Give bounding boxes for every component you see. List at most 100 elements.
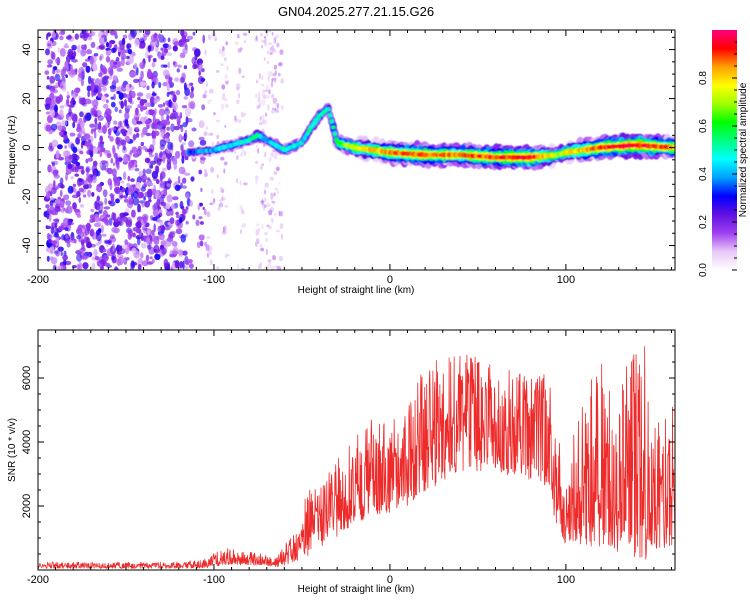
noise-blob: [162, 43, 169, 49]
noise-blob: [50, 256, 54, 261]
noise-blob: [86, 112, 92, 121]
stripe-blob: [271, 192, 274, 199]
noise-blob: [189, 100, 196, 110]
noise-blob: [86, 143, 94, 151]
noise-blob: [102, 85, 107, 92]
noise-blob: [57, 145, 61, 149]
stripe-blob: [268, 209, 273, 216]
noise-blob: [87, 75, 92, 85]
noise-blob: [104, 36, 107, 43]
noise-blob: [86, 242, 93, 249]
noise-blob: [81, 254, 88, 260]
noise-blob: [138, 171, 143, 176]
stripe-blob: [259, 116, 262, 121]
noise-blob: [202, 34, 205, 44]
noise-blob: [174, 184, 181, 192]
noise-blob: [179, 217, 183, 224]
noise-blob: [125, 220, 133, 228]
noise-blob: [136, 237, 141, 246]
noise-blob: [157, 104, 164, 108]
noise-blob: [84, 132, 87, 137]
noise-blob: [45, 111, 51, 115]
noise-blob: [87, 90, 91, 98]
stripe-blob: [203, 131, 208, 137]
noise-blob: [144, 102, 152, 108]
noise-blob: [68, 218, 74, 223]
noise-blob: [186, 118, 193, 123]
stripe-blob: [264, 112, 268, 117]
stripe-blob: [264, 266, 267, 269]
noise-blob: [48, 213, 52, 222]
noise-blob: [93, 130, 97, 139]
spectrogram-noise: [43, 30, 285, 270]
noise-blob: [65, 74, 68, 78]
noise-blob: [184, 172, 191, 176]
noise-blob: [181, 41, 188, 48]
noise-blob: [110, 158, 114, 164]
noise-blob: [179, 112, 183, 118]
noise-blob: [181, 142, 186, 146]
noise-blob: [161, 247, 167, 255]
noise-blob: [60, 251, 63, 256]
snr-series: [38, 346, 675, 569]
noise-blob: [73, 208, 81, 213]
noise-blob: [143, 215, 148, 224]
noise-blob: [100, 224, 104, 234]
noise-blob: [122, 34, 128, 39]
stripe-blob: [238, 67, 242, 75]
noise-blob: [185, 193, 190, 199]
stripe-blob: [263, 207, 266, 211]
noise-blob: [54, 231, 59, 238]
noise-blob: [76, 235, 81, 240]
noise-blob: [76, 264, 80, 270]
noise-blob: [96, 170, 101, 177]
noise-blob: [132, 232, 136, 238]
noise-blob: [82, 62, 88, 68]
noise-blob: [116, 177, 121, 187]
stripe-blob: [224, 74, 228, 79]
noise-blob: [157, 225, 161, 233]
stripe-blob: [208, 133, 213, 137]
noise-blob: [146, 85, 150, 91]
noise-blob: [180, 30, 185, 37]
noise-blob: [158, 33, 161, 40]
stripe-blob: [241, 223, 246, 228]
noise-blob: [114, 106, 119, 113]
noise-blob: [60, 81, 67, 90]
noise-blob: [145, 110, 150, 116]
noise-blob: [49, 142, 53, 149]
noise-blob: [149, 160, 156, 165]
noise-blob: [46, 225, 52, 230]
noise-blob: [149, 256, 153, 260]
noise-blob: [151, 81, 155, 89]
noise-blob: [74, 33, 80, 40]
noise-blob: [60, 85, 64, 89]
x-tick-label: 0: [387, 574, 393, 586]
noise-blob: [55, 150, 60, 159]
stripe-blob: [237, 264, 240, 270]
noise-blob: [130, 260, 135, 268]
stripe-blob: [242, 32, 248, 36]
noise-blob: [165, 202, 171, 210]
stripe-blob: [205, 81, 208, 88]
noise-blob: [144, 51, 149, 58]
noise-blob: [139, 37, 144, 42]
noise-blob: [110, 101, 116, 108]
noise-blob: [60, 208, 65, 213]
ridge-blob: [332, 131, 338, 137]
noise-blob: [178, 133, 183, 143]
noise-blob: [120, 100, 124, 110]
stripe-blob: [210, 166, 214, 173]
noise-blob: [170, 94, 174, 99]
noise-blob: [198, 216, 203, 220]
noise-blob: [57, 182, 64, 188]
noise-blob: [102, 254, 109, 262]
noise-blob: [138, 45, 144, 49]
noise-blob: [137, 30, 140, 35]
noise-blob: [100, 147, 106, 153]
noise-blob: [91, 110, 98, 115]
noise-blob: [92, 160, 98, 167]
noise-blob: [185, 206, 189, 211]
noise-blob: [72, 146, 78, 154]
noise-blob: [72, 100, 76, 105]
